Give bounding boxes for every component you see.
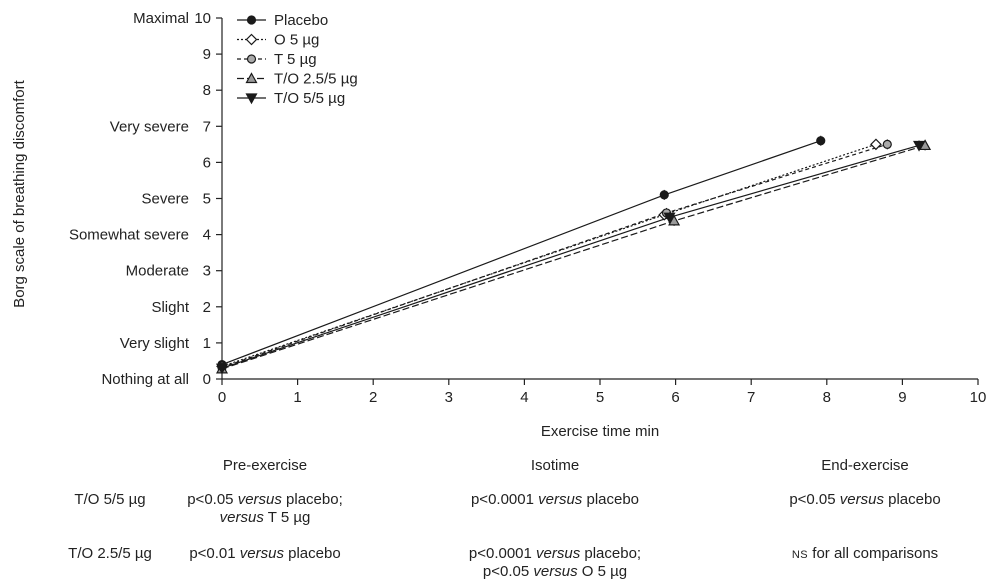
y-category-label: Very slight xyxy=(120,335,190,352)
legend-label: T 5 µg xyxy=(274,51,317,68)
text: for all comparisons xyxy=(808,545,939,562)
text: p<0.05 xyxy=(789,491,840,508)
legend-label: T/O 2.5/5 µg xyxy=(274,71,358,88)
y-category-label: Moderate xyxy=(126,263,189,280)
y-tick-label: 7 xyxy=(203,118,211,135)
series-line-3 xyxy=(221,144,926,370)
header-end-exercise: End-exercise xyxy=(821,457,909,474)
row-label-to-5-5: T/O 5/5 µg xyxy=(74,491,146,508)
row1-isotime: p<0.0001 versus placebo xyxy=(410,491,700,509)
header-pre-exercise: Pre-exercise xyxy=(222,457,308,474)
text: placebo; xyxy=(281,491,343,508)
header-isotime: Isotime xyxy=(530,457,580,474)
x-tick-label: 8 xyxy=(823,389,831,406)
text: p<0.0001 xyxy=(470,491,539,508)
y-tick-label: 9 xyxy=(203,46,211,63)
text: placebo xyxy=(283,545,341,562)
ns-smallcaps: NS xyxy=(791,549,809,561)
x-tick-label: 6 xyxy=(671,389,679,406)
text: placebo; xyxy=(580,545,642,562)
x-tick-label: 0 xyxy=(218,389,226,406)
versus-italic: versus xyxy=(239,545,284,562)
data-point xyxy=(816,136,826,146)
legend-marker xyxy=(246,15,257,25)
text: p<0.01 xyxy=(189,545,240,562)
series-markers xyxy=(215,135,932,375)
y-category-label: Maximal xyxy=(133,10,189,27)
legend-marker xyxy=(245,33,258,46)
series-line-0 xyxy=(221,140,821,366)
y-tick-label: 3 xyxy=(203,263,211,280)
y-category-label: Somewhat severe xyxy=(69,227,189,244)
y-axis-label: Borg scale of breathing discomfort xyxy=(11,79,28,307)
x-tick-label: 5 xyxy=(596,389,604,406)
row2-pre-exercise: p<0.01 versus placebo xyxy=(175,545,355,563)
text: placebo xyxy=(582,491,640,508)
versus-italic: versus xyxy=(533,563,578,580)
series-lines xyxy=(221,140,926,370)
legend-marker xyxy=(245,72,258,84)
text: O 5 µg xyxy=(577,563,628,580)
data-point xyxy=(668,214,681,226)
versus-italic: versus xyxy=(536,545,581,562)
y-tick-label: 10 xyxy=(194,10,211,27)
row1-pre-exercise: p<0.05 versus placebo; versus T 5 µg xyxy=(175,491,355,527)
series-line-1 xyxy=(221,143,877,367)
legend: Placebo O 5 µg T 5 µg T/O 2.5/5 µg T/O 5/5 µ… xyxy=(237,12,358,107)
row1-end-exercise: p<0.05 versus placebo xyxy=(745,491,985,509)
data-point xyxy=(663,212,676,224)
row2-end-exercise: NS for all comparisons xyxy=(745,545,985,564)
data-point xyxy=(913,140,926,152)
legend-label: O 5 µg xyxy=(274,32,319,49)
legend-marker xyxy=(245,93,258,105)
y-tick-label: 2 xyxy=(203,299,211,316)
y-tick-label: 5 xyxy=(203,191,211,208)
y-tick-label: 8 xyxy=(203,82,211,99)
x-tick-label: 2 xyxy=(369,389,377,406)
row2-isotime: p<0.0001 versus placebo; p<0.05 versus O… xyxy=(410,545,700,581)
x-axis-label: Exercise time min xyxy=(541,423,659,440)
y-tick-label: 4 xyxy=(203,227,211,244)
text: p<0.0001 xyxy=(468,545,537,562)
data-point xyxy=(215,363,229,375)
y-tick-label: 1 xyxy=(203,335,211,352)
versus-italic: versus xyxy=(219,509,264,526)
x-tick-label: 4 xyxy=(520,389,528,406)
legend-label: T/O 5/5 µg xyxy=(274,90,345,107)
text: p<0.05 xyxy=(482,563,534,580)
versus-italic: versus xyxy=(538,491,583,508)
axes: 0 1 2 3 4 5 6 7 8 9 10 0 1 2 3 4 5 6 7 8 9 10 Nothing at all Ve… xyxy=(69,10,986,406)
y-category-label: Severe xyxy=(141,191,189,208)
data-point xyxy=(659,190,669,200)
versus-italic: versus xyxy=(839,491,884,508)
y-tick-label: 6 xyxy=(203,154,211,171)
data-point xyxy=(870,138,882,151)
y-category-label: Slight xyxy=(151,299,189,316)
versus-italic: versus xyxy=(237,491,282,508)
y-category-label: Very severe xyxy=(110,118,189,135)
text: placebo xyxy=(883,491,941,508)
borg-scale-chart: 0 1 2 3 4 5 6 7 8 9 10 0 1 2 3 4 5 6 7 8 9 10 Nothing at all Ve… xyxy=(11,10,986,440)
statistics-table: Pre-exercise Isotime End-exercise T/O 5/… xyxy=(0,452,1003,585)
x-tick-label: 1 xyxy=(293,389,301,406)
text: T 5 µg xyxy=(263,509,311,526)
text: p<0.05 xyxy=(187,491,238,508)
legend-label: Placebo xyxy=(274,12,328,29)
row-label-to-2-5-5: T/O 2.5/5 µg xyxy=(68,545,152,562)
legend-marker xyxy=(246,54,257,64)
y-category-label: Nothing at all xyxy=(101,371,189,388)
x-tick-label: 7 xyxy=(747,389,755,406)
x-tick-label: 10 xyxy=(970,389,987,406)
y-tick-label: 0 xyxy=(203,371,211,388)
x-tick-label: 9 xyxy=(898,389,906,406)
x-tick-label: 3 xyxy=(445,389,453,406)
data-point xyxy=(882,139,892,149)
